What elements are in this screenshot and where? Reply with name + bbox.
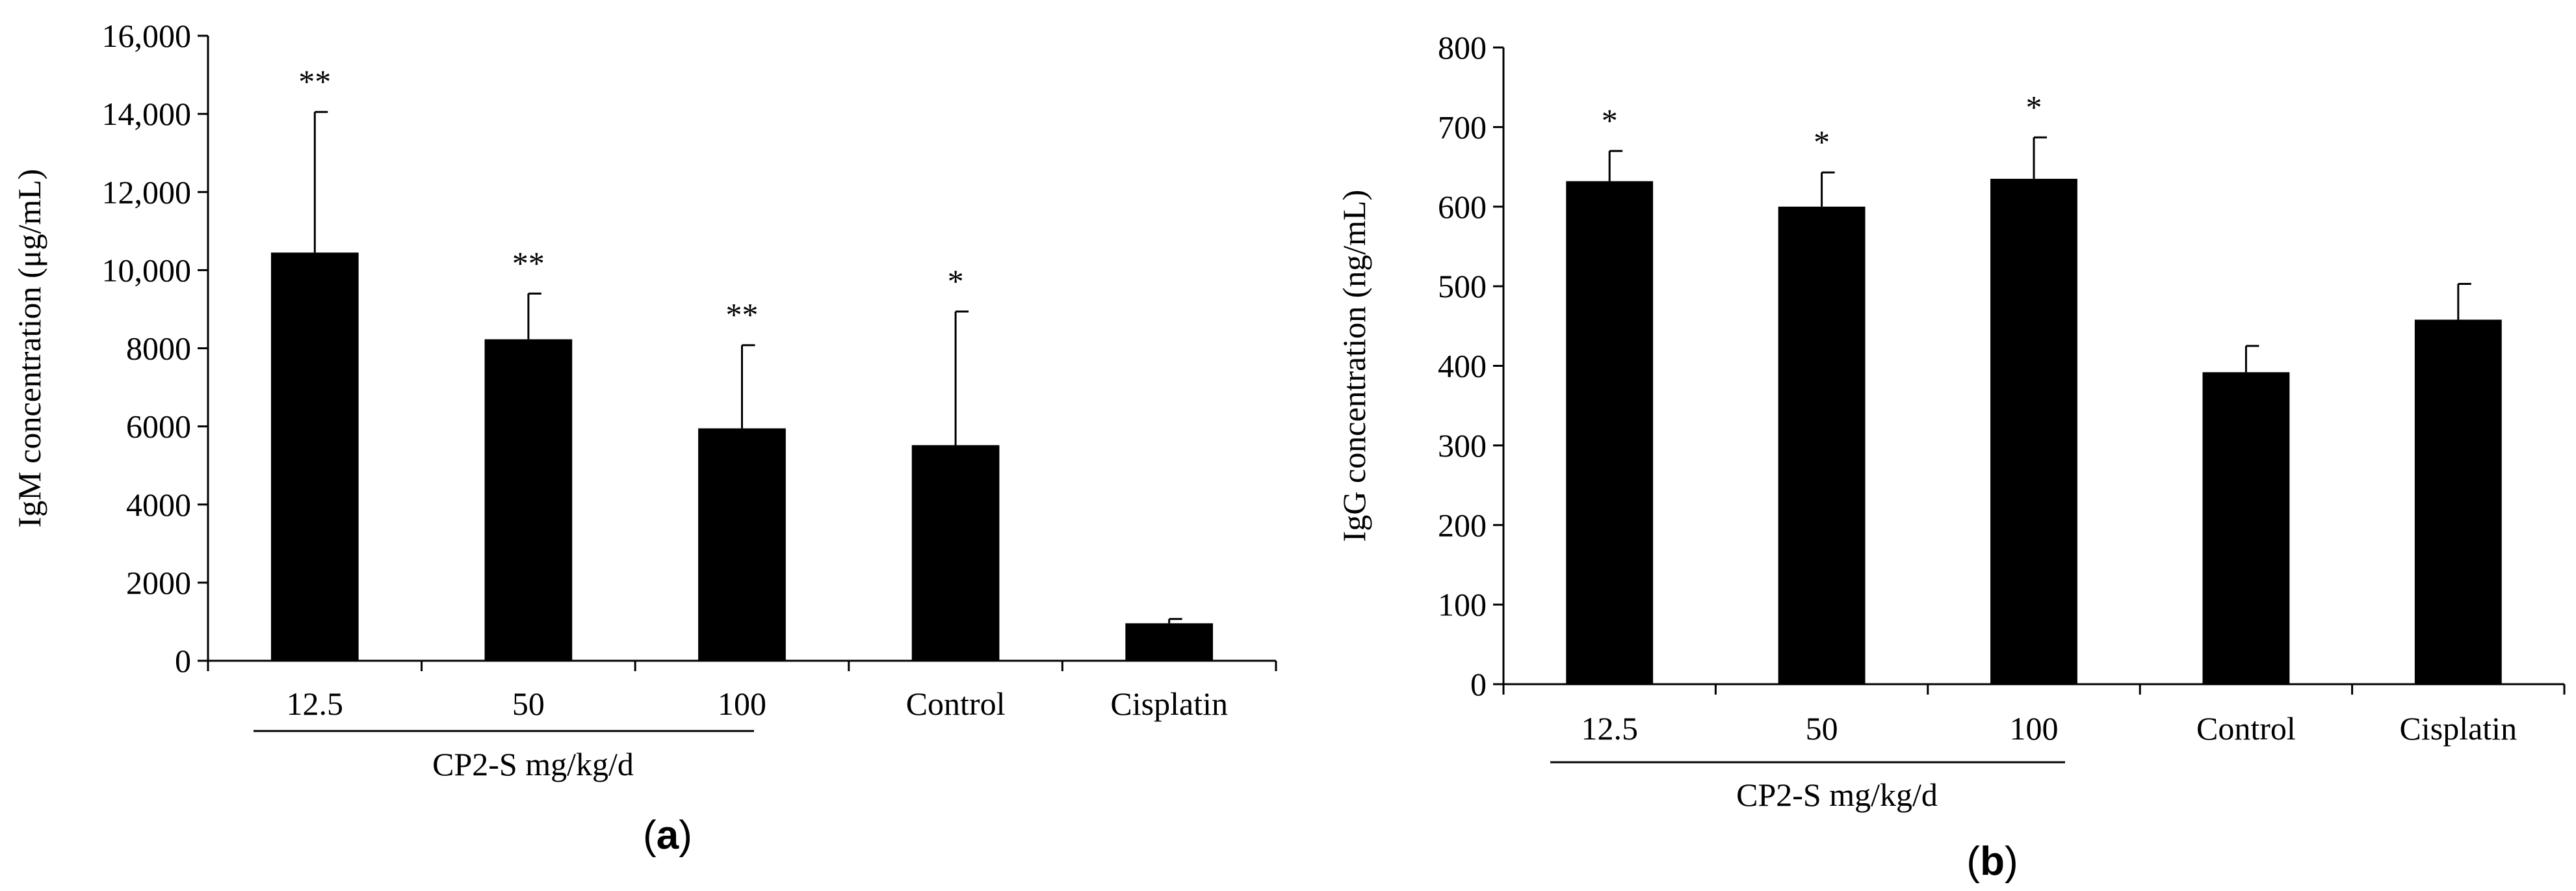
panel-b-bar: [1778, 206, 1866, 684]
panel-b-category-label: Control: [2196, 710, 2296, 747]
panel-a-y-tick-label: 4000: [126, 486, 191, 523]
panel-a-y-tick-label: 8000: [126, 330, 191, 367]
panel-a-category-label: 50: [512, 685, 545, 722]
panel-b-category-label: Cisplatin: [2400, 710, 2517, 747]
panel-a-y-tick-label: 10,000: [102, 252, 192, 288]
panel-a-label: (a): [643, 813, 692, 858]
panel-b-label-letter: b: [1980, 839, 2005, 884]
panel-a-significance-mark: *: [948, 263, 964, 299]
panel-a-bar: [1125, 623, 1214, 661]
panel-b-bar: [1990, 178, 2077, 684]
panel-b-bar: [2202, 372, 2290, 684]
panel-b-category-label: 12.5: [1581, 710, 1638, 747]
panel-a-category-label: 100: [718, 685, 766, 722]
panel-b-label: (b): [1966, 839, 2018, 884]
panel-a-category-label: Cisplatin: [1110, 685, 1228, 722]
panel-a-chart: 0 2000 4000 6000 8000 10,000 12,000 14,000 16,00…: [11, 18, 1277, 782]
panel-a-category-label: 12.5: [287, 685, 344, 722]
panel-a-y-tick-label: 6000: [126, 408, 191, 445]
panel-a-y-axis-label: IgM concentration (μg/mL): [11, 169, 47, 528]
panel-b-y-tick-label: 100: [1438, 587, 1487, 623]
panel-a-bar: [270, 252, 359, 661]
panel-b-y-axis-label: IgG concentration (ng/mL): [1336, 190, 1372, 542]
panel-a-label-close: ): [679, 813, 692, 858]
panel-a-group-label: CP2-S mg/kg/d: [432, 746, 634, 782]
panel-b-label-open: (: [1966, 839, 1980, 884]
panel-a-bar: [484, 339, 573, 661]
panel-a-y-tick-label: 12,000: [102, 174, 192, 210]
panel-b-group-label: CP2-S mg/kg/d: [1736, 777, 1938, 813]
panel-a-y-tick-label: 14,000: [102, 96, 192, 132]
panel-b-y-tick-label: 300: [1438, 427, 1487, 464]
panel-b-label-close: ): [2005, 839, 2018, 884]
panel-a-y-tick-label: 16,000: [102, 18, 192, 54]
panel-b-category-label: 50: [1806, 710, 1838, 747]
panel-b-bar: [1566, 181, 1654, 685]
panel-b-y-tick-label: 0: [1470, 666, 1487, 702]
panel-a-significance-mark: **: [298, 63, 331, 100]
panel-b-significance-mark: *: [1814, 124, 1830, 160]
panel-b-y-tick-label: 500: [1438, 268, 1487, 304]
panel-a-label-letter: a: [657, 813, 679, 858]
panel-b-y-tick-label: 600: [1438, 189, 1487, 225]
panel-a-label-open: (: [643, 813, 657, 858]
panel-a-bar: [698, 428, 786, 661]
panel-a-category-label: Control: [906, 685, 1006, 722]
panel-b-y-tick-label: 200: [1438, 507, 1487, 543]
panel-a-significance-mark: **: [512, 245, 545, 281]
panel-b-significance-mark: *: [2026, 88, 2042, 125]
panel-b-category-label: 100: [2010, 710, 2059, 747]
panel-b-significance-mark: *: [1602, 102, 1618, 139]
panel-a-y-tick-label: 2000: [126, 565, 191, 601]
panel-b-y-tick-label: 400: [1438, 348, 1487, 384]
panel-b-chart: 0 100 200 300 400 500 600 700 800 * 12.5 * 50 * 100 Con…: [1336, 29, 2566, 813]
panel-a-bar: [911, 445, 1000, 661]
panel-b-y-tick-label: 700: [1438, 109, 1487, 145]
panel-b-y-tick-label: 800: [1438, 29, 1487, 66]
panel-a-y-tick-label: 0: [175, 643, 191, 679]
panel-a-significance-mark: **: [726, 297, 759, 333]
panel-b-bar: [2414, 319, 2502, 685]
